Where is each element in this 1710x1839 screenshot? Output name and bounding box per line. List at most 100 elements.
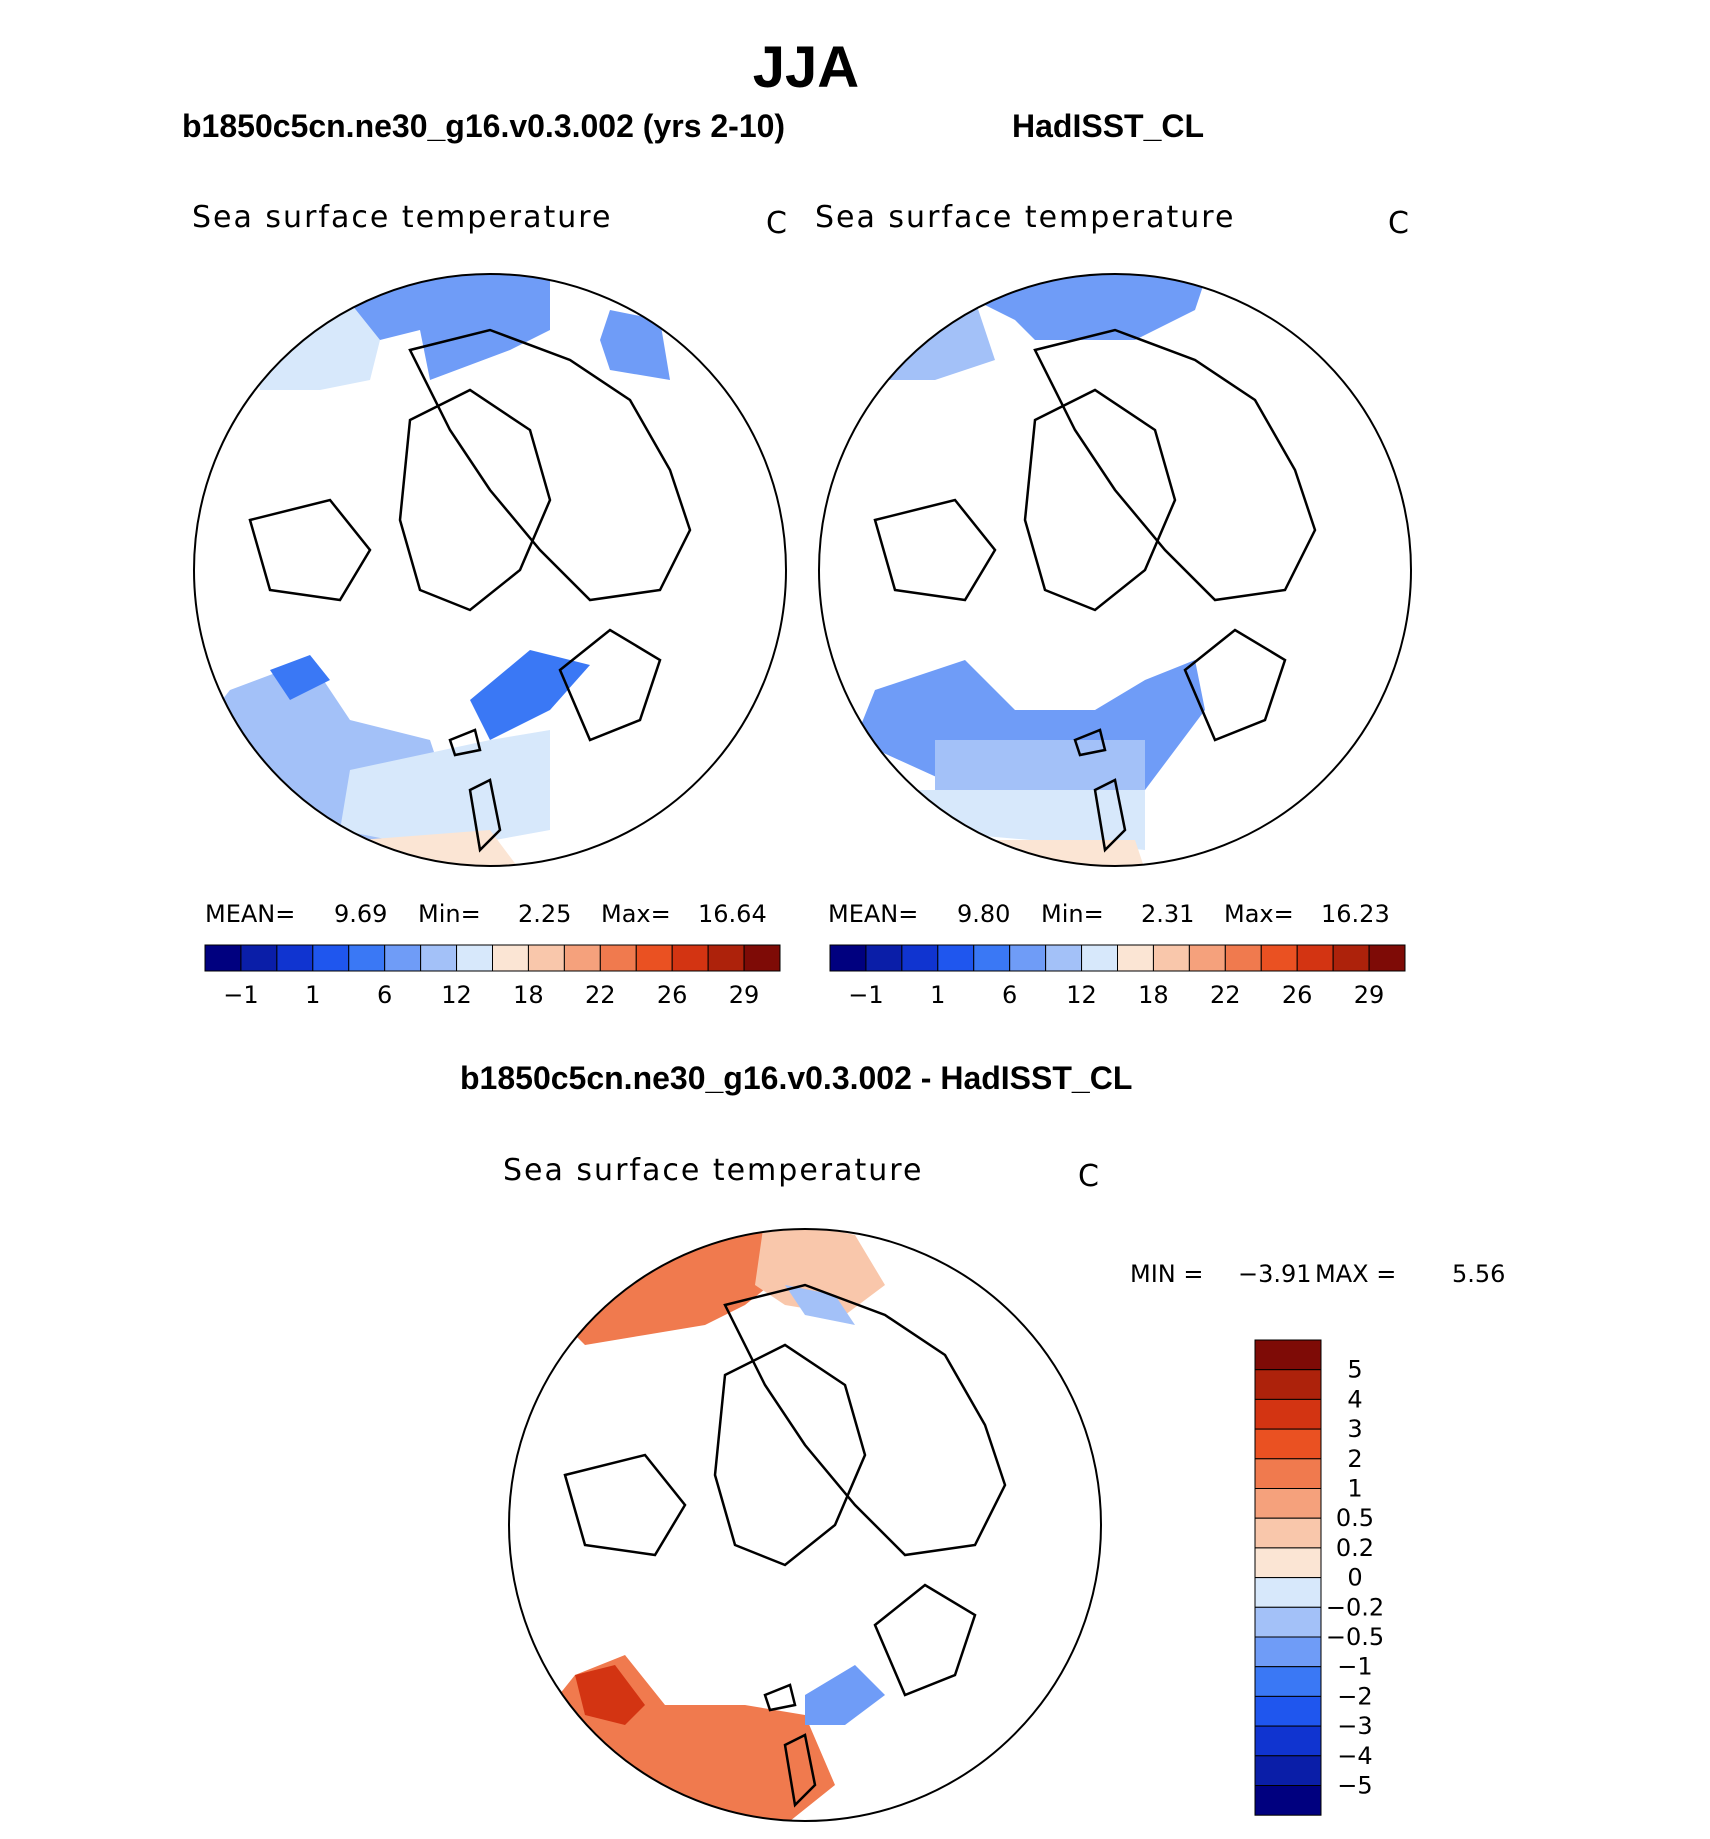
panel-1-colorbar-swatch <box>384 944 422 972</box>
panel-1-max-value: 16.64 <box>698 900 767 928</box>
panel-3-min-value: −3.91 <box>1238 1260 1312 1288</box>
panel-1-mean-value: 9.69 <box>334 900 388 928</box>
panel-1-colorbar-swatch <box>456 944 493 972</box>
panel-2-colorbar-swatch <box>1260 944 1298 972</box>
panel-2-coast-arctic <box>1033 328 1317 602</box>
panel-2-colorbar-swatch <box>937 944 975 972</box>
panel-2-mean-value: 9.80 <box>957 900 1011 928</box>
panel-3-colorbar-swatch <box>1254 1755 1322 1786</box>
panel-3-colorbar-tick-label: 0 <box>1347 1564 1362 1592</box>
panel-1-map-border <box>193 273 787 867</box>
panel-3-colorbar-swatch <box>1254 1725 1322 1757</box>
panel-1-colorbar-swatch <box>707 944 745 972</box>
panel-1-sst-okhotsk <box>600 310 670 380</box>
panel-3-diff-atlantic-hot <box>575 1665 645 1725</box>
panel-2-colorbar-swatch <box>973 944 1011 972</box>
panel-1-colorbar-swatch <box>276 944 314 972</box>
panel-2-colorbar-swatch <box>829 944 867 972</box>
panel-2-coast-scandinavia <box>1183 628 1287 742</box>
panel-3-colorbar-tick-label: −2 <box>1337 1682 1372 1710</box>
panel-1-units: C <box>766 206 787 241</box>
panel-3-colorbar-swatch <box>1254 1606 1322 1638</box>
panel-2-colorbar-tick-label: −1 <box>848 981 883 1009</box>
panel-1-colorbar-tick-label: 29 <box>729 981 760 1009</box>
panel-2-max-label: Max= <box>1224 900 1294 928</box>
panel-1-colorbar-swatch <box>204 944 242 972</box>
panel-2-colorbar-swatch <box>1045 944 1083 972</box>
panel-3-coast-canada <box>563 1453 687 1557</box>
panel-2-colorbar-swatch <box>1117 944 1154 972</box>
panel-1-coast-arctic <box>408 328 692 602</box>
panel-2-title: HadISST_CL <box>1012 108 1205 144</box>
panel-2-colorbar-tick-label: 18 <box>1138 981 1169 1009</box>
panel-3-variable: Sea surface temperature <box>503 1153 924 1188</box>
panel-2-colorbar-swatch <box>901 944 939 972</box>
panel-1-colorbar-swatch <box>348 944 386 972</box>
panel-2-colorbar-swatch <box>1009 944 1047 972</box>
panel-2-colorbar-tick-label: 26 <box>1282 981 1313 1009</box>
panel-3-max-value: 5.56 <box>1452 1260 1506 1288</box>
panel-3-colorbar-tick-label: 1 <box>1347 1475 1362 1503</box>
panel-1-coast-britain <box>468 778 502 853</box>
panel-1-colorbar-swatch <box>563 944 601 972</box>
panel-1-colorbar-swatch <box>492 944 529 972</box>
panel-1-title: b1850c5cn.ne30_g16.v0.3.002 (yrs 2-10) <box>182 108 786 144</box>
panel-2-colorbar-tick-label: 22 <box>1210 981 1241 1009</box>
panel-1-colorbar-tick-label: 22 <box>585 981 616 1009</box>
panel-3-diff-pacific-warm <box>565 1229 795 1345</box>
panel-1-colorbar: −1 1 6 12 18 22 26 29 <box>204 944 781 1009</box>
panel-3-colorbar-swatch <box>1254 1428 1322 1460</box>
panel-3-coast-britain <box>783 1733 817 1808</box>
panel-2-colorbar-swatch <box>865 944 903 972</box>
panel-3-colorbar-tick-label: 5 <box>1347 1356 1362 1384</box>
panel-3-map <box>508 1228 1102 1822</box>
panel-1-colorbar-tick-label: 12 <box>441 981 472 1009</box>
panel-3-diff-atlantic-coldest <box>545 1785 615 1821</box>
panel-2-colorbar-tick-label: 1 <box>930 981 945 1009</box>
panel-1-colorbar-tick-label: 6 <box>377 981 392 1009</box>
panel-3-map-border <box>508 1228 1102 1822</box>
panel-1-coast-iceland <box>448 728 482 757</box>
panel-3-colorbar-swatch <box>1254 1636 1322 1668</box>
panel-2-map <box>818 273 1412 867</box>
panel-1-colorbar-swatch <box>599 944 637 972</box>
panel-1-colorbar-swatch <box>527 944 565 972</box>
panel-1-colorbar-swatch <box>420 944 458 972</box>
panel-3-colorbar-swatch <box>1254 1577 1322 1608</box>
panel-1-coast-canada <box>248 498 372 602</box>
panel-2-colorbar-tick-label: 29 <box>1354 981 1385 1009</box>
panel-3-units: C <box>1078 1159 1099 1194</box>
panel-1-sst-labrador-cold <box>270 655 330 700</box>
panel-2-colorbar: −1 1 6 12 18 22 26 29 <box>829 944 1406 1009</box>
panel-2-coast-canada <box>873 498 997 602</box>
panel-3-colorbar-tick-label: −5 <box>1337 1772 1372 1800</box>
panel-3-coast-iceland <box>763 1683 797 1712</box>
panel-2-max-value: 16.23 <box>1321 900 1390 928</box>
panel-3-colorbar-tick-label: −4 <box>1337 1742 1372 1770</box>
panel-2-min-value: 2.31 <box>1141 900 1195 928</box>
panel-2-coast-greenland <box>1023 388 1177 612</box>
panel-3-colorbar-swatch <box>1254 1695 1322 1727</box>
panel-2-variable: Sea surface temperature <box>815 200 1236 235</box>
panel-2-colorbar-swatch <box>1188 944 1226 972</box>
panel-3-diff-norwegian-cool <box>805 1665 885 1725</box>
panel-2-mean-label: MEAN= <box>828 900 919 928</box>
panel-2-colorbar-tick-label: 6 <box>1002 981 1017 1009</box>
panel-1-colorbar-tick-label: 1 <box>305 981 320 1009</box>
panel-3-colorbar-tick-label: −3 <box>1337 1712 1372 1740</box>
panel-3-colorbar-swatch <box>1254 1517 1322 1549</box>
panel-3-colorbar-tick-label: −1 <box>1337 1653 1372 1681</box>
panel-3-colorbar-tick-label: 0.2 <box>1336 1534 1374 1562</box>
panel-1-variable: Sea surface temperature <box>192 200 613 235</box>
panel-3-min-label: MIN = <box>1130 1260 1204 1288</box>
panel-1-colorbar-swatch <box>743 944 781 972</box>
panel-3-max-label: MAX = <box>1315 1260 1397 1288</box>
panel-1-coast-greenland <box>398 388 552 612</box>
panel-2-min-label: Min= <box>1041 900 1104 928</box>
panel-3-colorbar-swatch <box>1254 1339 1322 1371</box>
panel-3-colorbar-swatch <box>1254 1458 1322 1490</box>
panel-2-coast-iceland <box>1073 728 1107 757</box>
panel-3-coast-scandinavia <box>873 1583 977 1697</box>
panel-3-coast-greenland <box>713 1343 867 1567</box>
